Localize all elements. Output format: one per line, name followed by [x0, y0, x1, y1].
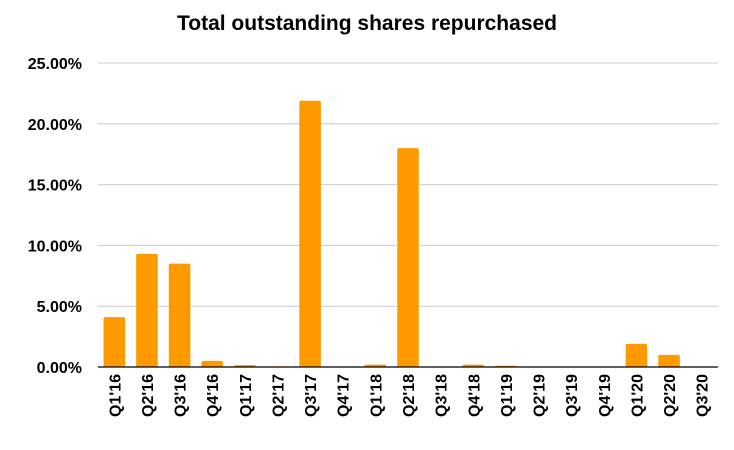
x-tick-label: Q1'17	[238, 374, 255, 417]
x-tick-label: Q3'19	[564, 374, 581, 417]
bar	[462, 364, 485, 367]
x-tick-label: Q1'20	[629, 374, 646, 417]
x-tick-label: Q3'17	[303, 374, 320, 417]
bar	[299, 100, 321, 368]
x-tick-label: Q1'18	[368, 374, 385, 417]
bar	[364, 364, 387, 367]
bars	[103, 100, 680, 368]
bar	[103, 317, 126, 367]
x-tick-label: Q4'16	[205, 374, 222, 417]
x-tick-label: Q4'17	[336, 374, 353, 417]
bar	[168, 263, 191, 367]
x-tick-label: Q2'17	[270, 374, 287, 417]
x-tick-label: Q3'16	[173, 374, 190, 417]
x-tick-label: Q2'19	[532, 374, 549, 417]
bar	[397, 148, 419, 367]
chart-title: Total outstanding shares repurchased	[177, 12, 557, 35]
y-tick-label: 0.00%	[37, 360, 82, 377]
y-tick-label: 15.00%	[28, 178, 82, 195]
bar	[658, 354, 680, 367]
y-tick-label: 25.00%	[28, 56, 82, 73]
y-tick-label: 5.00%	[37, 299, 82, 316]
x-tick-label: Q2'16	[140, 374, 157, 417]
y-tick-label: 10.00%	[28, 238, 82, 255]
x-tick-label: Q1'16	[107, 374, 124, 417]
x-tick-label: Q3'18	[434, 374, 451, 417]
x-tick-label: Q2'20	[662, 374, 679, 417]
y-tick-label: 20.00%	[28, 117, 82, 134]
bar	[201, 360, 223, 367]
x-tick-label: Q2'18	[401, 374, 418, 417]
x-tick-label: Q4'18	[466, 374, 483, 417]
x-tick-label: Q1'19	[499, 374, 516, 417]
x-tick-label: Q4'19	[597, 374, 614, 417]
x-axis-tick-labels: Q1'16 Q2'16 Q3'16 Q4'16 Q1'17 Q2'17 Q3'17 Q4'17…	[107, 374, 711, 417]
y-axis-tick-labels: 0.00% 5.00% 10.00% 15.00% 20.00% 25.00%	[28, 56, 82, 377]
bar	[625, 343, 648, 367]
x-tick-label: Q3'20	[695, 374, 712, 417]
bar	[136, 253, 158, 367]
